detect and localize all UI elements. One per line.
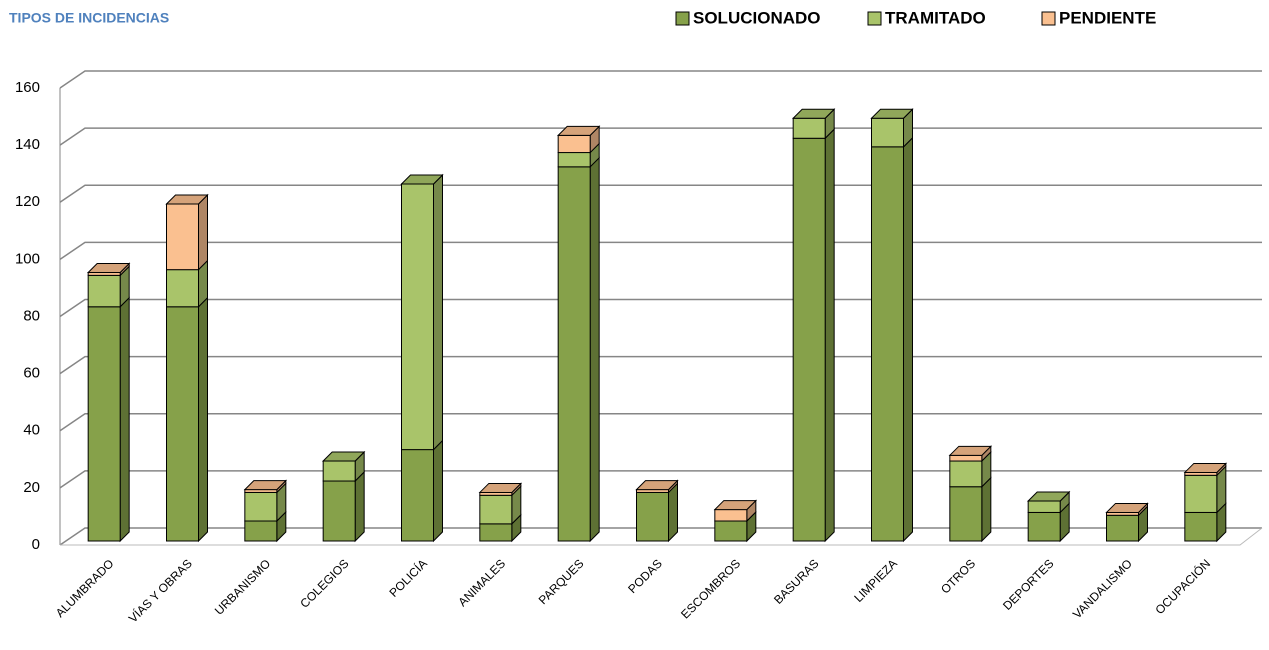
bar: [1106, 514, 1139, 542]
y-tick-label: 100: [15, 250, 40, 267]
legend-label: SOLUCIONADO: [693, 8, 821, 27]
bar-top: [1105, 502, 1149, 513]
bar: [1184, 511, 1218, 542]
bar: [479, 494, 513, 525]
x-tick-label: PODAS: [625, 556, 665, 596]
x-tick-label: DEPORTES: [1000, 556, 1056, 612]
bar-side: [981, 476, 992, 543]
bar-side: [903, 136, 913, 543]
x-tick-label: PARQUES: [536, 556, 587, 607]
grid-line: [59, 527, 1262, 546]
legend-swatch: [1041, 11, 1056, 26]
legend-label: TRAMITADO: [885, 8, 986, 27]
legend-swatch: [867, 11, 882, 26]
grid-line: [59, 184, 1262, 203]
x-tick-label: POLICÍA: [386, 556, 430, 600]
bar-top: [86, 263, 131, 274]
x-tick-label: ESCOMBROS: [678, 556, 743, 621]
bar-side: [198, 193, 208, 271]
bar: [479, 523, 513, 542]
x-tick-label: OTROS: [938, 556, 978, 596]
bar-top: [713, 500, 758, 511]
bar: [166, 306, 199, 542]
grid-line: [59, 127, 1262, 146]
bar-top: [321, 451, 366, 462]
bar: [244, 520, 278, 542]
bar-top: [1183, 462, 1228, 473]
bar: [322, 480, 356, 542]
grid-line: [59, 241, 1262, 260]
bar: [949, 486, 983, 542]
bar-top: [870, 108, 914, 119]
y-tick-label: 0: [32, 536, 40, 553]
grid-line: [59, 355, 1262, 375]
bar-side: [354, 470, 365, 543]
x-tick-label: BASURAS: [771, 556, 821, 606]
bar: [792, 137, 826, 542]
bar-side: [119, 296, 130, 543]
bar: [792, 117, 826, 139]
bar: [401, 183, 434, 451]
bar: [871, 146, 904, 542]
bar-top: [478, 482, 523, 493]
bar: [1027, 511, 1061, 542]
x-tick-label: ANIMALES: [455, 556, 508, 609]
bar-top: [556, 125, 601, 136]
legend-label: PENDIENTE: [1059, 8, 1156, 27]
bar-top: [791, 108, 836, 119]
grid-line: [59, 298, 1262, 318]
x-tick-label: ALUMBRADO: [53, 556, 117, 620]
bar-top: [948, 445, 993, 456]
bar: [949, 460, 983, 488]
bar: [636, 491, 669, 542]
y-tick-label: 60: [23, 365, 40, 382]
bar: [87, 274, 121, 308]
chart-title: TIPOS DE INCIDENCIAS: [9, 10, 169, 26]
bar-side: [589, 156, 600, 543]
bar: [401, 449, 434, 542]
legend-swatch: [675, 11, 690, 26]
bar-side: [824, 128, 835, 543]
bar: [1027, 500, 1061, 513]
bar: [244, 491, 278, 522]
bar: [557, 152, 591, 168]
bar-side: [433, 173, 443, 451]
y-tick-label: 40: [23, 422, 40, 439]
bar-top: [635, 480, 679, 491]
bar-top: [165, 194, 209, 205]
bar-top: [243, 480, 288, 491]
bar-side: [668, 482, 678, 543]
y-tick-label: 140: [15, 136, 40, 153]
y-tick-label: 160: [15, 79, 40, 96]
bar: [166, 203, 199, 271]
bar-top: [1026, 491, 1071, 502]
x-tick-label: URBANISMO: [212, 556, 273, 617]
y-tick-label: 120: [15, 193, 40, 210]
bar: [949, 454, 983, 462]
y-tick-label: 20: [23, 479, 40, 496]
x-tick-label: COLEGIOS: [297, 556, 351, 610]
bar: [87, 306, 121, 542]
bar: [557, 166, 591, 542]
bar: [166, 269, 199, 308]
x-tick-label: VANDALISMO: [1070, 556, 1135, 621]
floor-edge: [60, 527, 1263, 546]
bar: [322, 460, 356, 482]
bar: [557, 134, 591, 154]
grid-line: [59, 413, 1262, 432]
x-tick-label: LIMPIEZA: [851, 556, 900, 605]
x-tick-label: VÍAS Y OBRAS: [125, 556, 195, 626]
bar: [714, 520, 748, 542]
bar-side: [198, 296, 208, 543]
x-tick-label: OCUPACIÓN: [1152, 556, 1213, 617]
bar-top: [400, 174, 444, 185]
grid-line: [59, 470, 1262, 489]
bar-side: [433, 439, 443, 543]
bar: [1184, 474, 1218, 513]
grid-line: [59, 70, 1262, 89]
bar: [871, 117, 904, 148]
y-tick-label: 80: [23, 307, 40, 324]
bar: [714, 509, 748, 522]
